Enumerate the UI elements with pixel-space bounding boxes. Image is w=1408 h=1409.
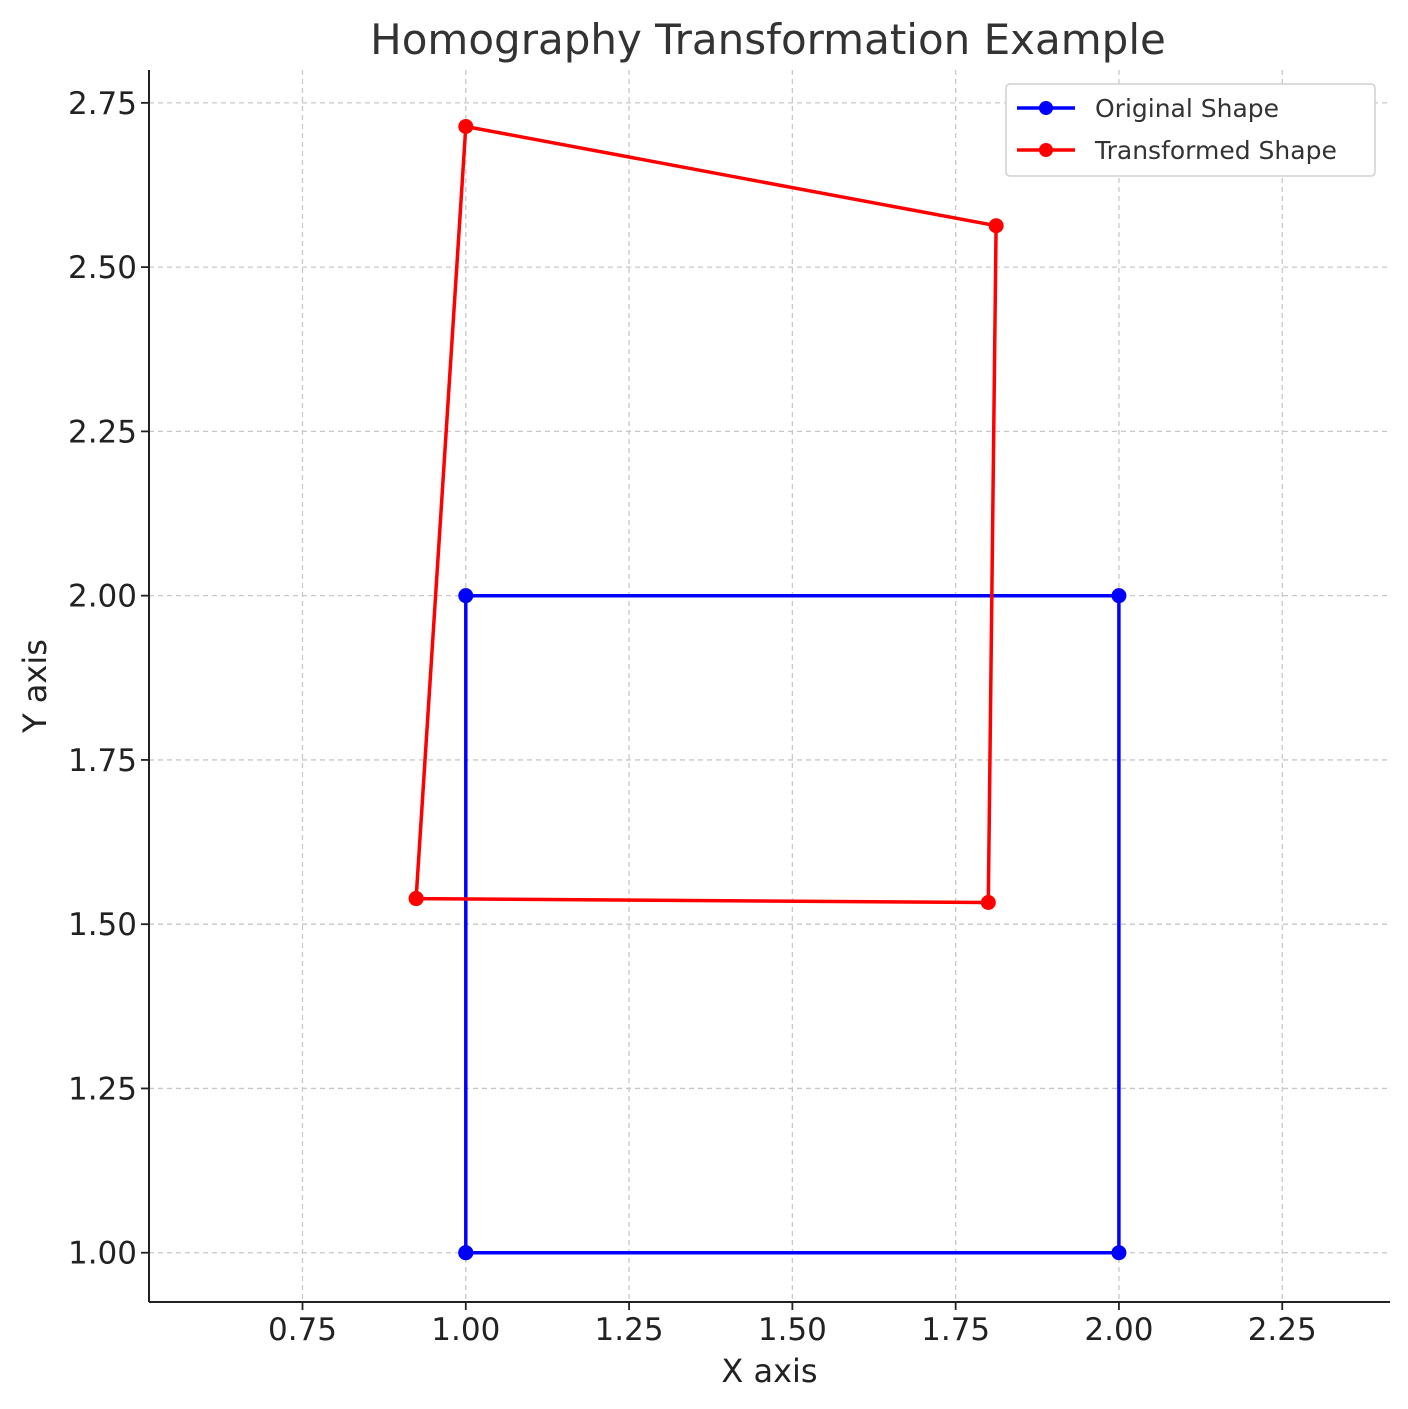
x-axis-label: X axis bbox=[721, 1352, 817, 1390]
y-tick-label: 1.75 bbox=[68, 743, 137, 779]
y-tick-label: 2.50 bbox=[68, 250, 137, 286]
data-point bbox=[458, 588, 474, 604]
legend-swatch-marker bbox=[1039, 101, 1053, 115]
legend-label: Transformed Shape bbox=[1094, 136, 1337, 165]
legend-item: Transformed Shape bbox=[1017, 136, 1337, 165]
x-tick-label: 1.00 bbox=[431, 1312, 500, 1348]
data-point bbox=[458, 1245, 474, 1261]
x-tick-label: 1.25 bbox=[595, 1312, 664, 1348]
y-tick-label: 1.50 bbox=[68, 907, 137, 943]
y-tick-label: 1.25 bbox=[68, 1071, 137, 1107]
plot-area bbox=[408, 119, 1127, 1261]
x-tick-label: 2.00 bbox=[1084, 1312, 1153, 1348]
data-point bbox=[408, 891, 424, 907]
data-point bbox=[1111, 588, 1127, 604]
data-point bbox=[458, 119, 474, 135]
axes bbox=[141, 70, 1390, 1310]
series-transformed-shape bbox=[408, 119, 1004, 911]
legend-box bbox=[1005, 83, 1376, 177]
y-tick-label: 1.00 bbox=[68, 1236, 137, 1272]
series-original-shape bbox=[458, 588, 1127, 1261]
y-axis-label: Y axis bbox=[16, 639, 54, 734]
x-tick-label: 2.25 bbox=[1248, 1312, 1317, 1348]
x-tick-label: 0.75 bbox=[268, 1312, 337, 1348]
legend: Original Shape Transformed Shape bbox=[1005, 83, 1376, 177]
x-tick-label: 1.50 bbox=[758, 1312, 827, 1348]
y-tick-label: 2.00 bbox=[68, 579, 137, 615]
y-tick-label: 2.75 bbox=[68, 86, 137, 122]
chart-title: Homography Transformation Example bbox=[370, 15, 1166, 64]
data-point bbox=[988, 218, 1004, 234]
grid bbox=[149, 70, 1390, 1302]
data-point bbox=[1111, 1245, 1127, 1261]
series-line bbox=[414, 124, 998, 905]
x-tick-label: 1.75 bbox=[921, 1312, 990, 1348]
legend-swatch-marker bbox=[1039, 143, 1053, 157]
y-tick-label: 2.25 bbox=[68, 414, 137, 450]
data-point bbox=[980, 895, 996, 911]
legend-item: Original Shape bbox=[1017, 94, 1279, 123]
legend-label: Original Shape bbox=[1095, 94, 1279, 123]
tick-labels: 0.75 1.00 1.25 1.50 1.75 2.00 2.25 1.00 1.25 1.50… bbox=[68, 86, 1317, 1348]
